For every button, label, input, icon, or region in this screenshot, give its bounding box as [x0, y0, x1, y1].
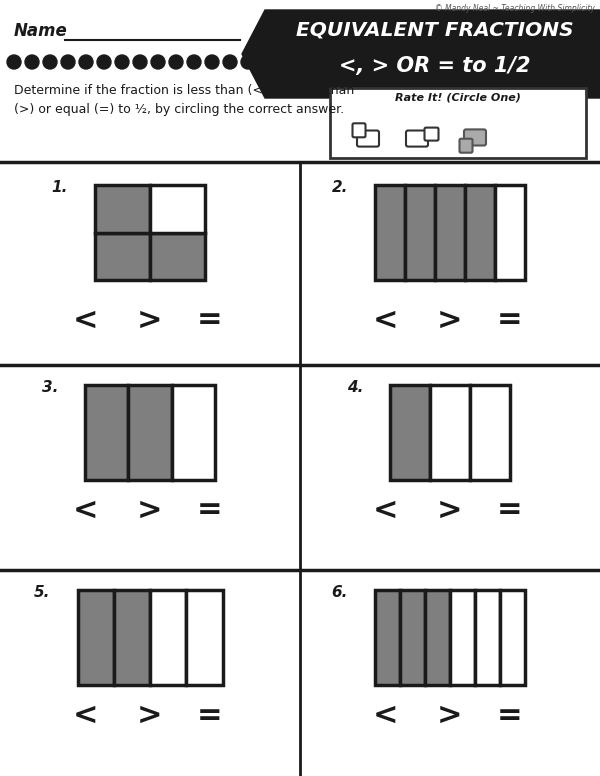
Text: >: > — [437, 701, 463, 729]
Text: >: > — [137, 701, 163, 729]
Bar — [114, 590, 150, 685]
Bar — [500, 590, 525, 685]
Text: 6.: 6. — [332, 585, 348, 600]
Text: 5.: 5. — [34, 585, 50, 600]
Bar — [430, 385, 470, 480]
Text: 2.: 2. — [332, 180, 348, 195]
Bar — [77, 590, 114, 685]
Circle shape — [43, 55, 57, 69]
FancyBboxPatch shape — [464, 130, 486, 146]
Bar — [150, 590, 186, 685]
Bar — [150, 233, 205, 280]
Bar — [475, 590, 500, 685]
Circle shape — [61, 55, 75, 69]
Text: Name: Name — [14, 22, 68, 40]
Circle shape — [205, 55, 219, 69]
Text: <: < — [372, 701, 398, 729]
Bar — [470, 385, 510, 480]
Circle shape — [7, 55, 21, 69]
FancyBboxPatch shape — [425, 127, 439, 140]
Bar — [128, 385, 172, 480]
Circle shape — [25, 55, 39, 69]
Bar — [150, 185, 205, 233]
Circle shape — [97, 55, 111, 69]
Circle shape — [133, 55, 147, 69]
Circle shape — [187, 55, 201, 69]
Text: <: < — [72, 701, 98, 729]
Bar — [435, 185, 465, 280]
Text: >: > — [437, 496, 463, 525]
Bar — [405, 185, 435, 280]
Text: >: > — [137, 496, 163, 525]
Bar — [390, 385, 430, 480]
Polygon shape — [242, 10, 600, 98]
Text: 4.: 4. — [347, 380, 363, 395]
Text: 1.: 1. — [52, 180, 68, 195]
Bar — [425, 590, 450, 685]
Text: >: > — [437, 306, 463, 334]
Text: © Mandy Neal ~ Teaching With Simplicity: © Mandy Neal ~ Teaching With Simplicity — [435, 4, 595, 13]
Bar — [450, 590, 475, 685]
Circle shape — [169, 55, 183, 69]
Bar — [400, 590, 425, 685]
FancyBboxPatch shape — [357, 130, 379, 147]
Bar — [495, 185, 525, 280]
Text: <: < — [72, 306, 98, 334]
Bar — [375, 590, 400, 685]
Text: <, > OR = to 1/2: <, > OR = to 1/2 — [339, 56, 531, 76]
Text: >: > — [137, 306, 163, 334]
FancyBboxPatch shape — [460, 139, 473, 153]
Text: =: = — [497, 496, 523, 525]
FancyBboxPatch shape — [353, 123, 365, 137]
Text: =: = — [497, 701, 523, 729]
Bar — [330, 88, 586, 158]
Bar — [95, 185, 150, 233]
Circle shape — [79, 55, 93, 69]
Circle shape — [115, 55, 129, 69]
Bar — [186, 590, 223, 685]
Text: Determine if the fraction is less than (<), greater than
(>) or equal (=) to ½, : Determine if the fraction is less than (… — [14, 84, 354, 116]
Text: =: = — [197, 701, 223, 729]
Text: EQUIVALENT FRACTIONS: EQUIVALENT FRACTIONS — [296, 20, 574, 39]
Bar — [95, 233, 150, 280]
Bar — [172, 385, 215, 480]
Text: 3.: 3. — [41, 380, 58, 395]
Bar — [85, 385, 128, 480]
Circle shape — [241, 55, 255, 69]
Text: <: < — [372, 496, 398, 525]
Bar — [465, 185, 495, 280]
Circle shape — [223, 55, 237, 69]
Text: Rate It! (Circle One): Rate It! (Circle One) — [395, 92, 521, 102]
Text: <: < — [72, 496, 98, 525]
Text: <: < — [372, 306, 398, 334]
Circle shape — [151, 55, 165, 69]
Text: =: = — [197, 306, 223, 334]
FancyBboxPatch shape — [406, 130, 428, 147]
Bar — [375, 185, 405, 280]
Text: =: = — [497, 306, 523, 334]
Text: =: = — [197, 496, 223, 525]
